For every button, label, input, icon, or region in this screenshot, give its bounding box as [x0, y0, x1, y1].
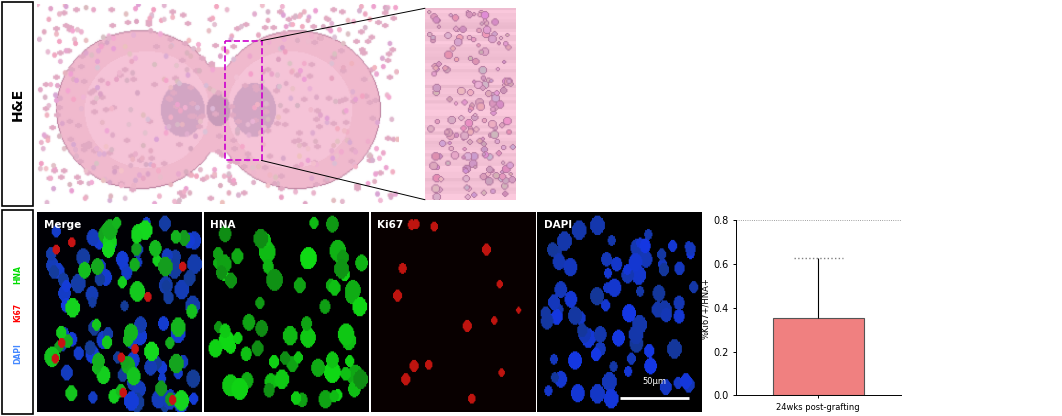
Text: DAPI: DAPI — [544, 220, 572, 230]
Text: H&E: H&E — [11, 87, 24, 121]
Bar — [773, 318, 863, 395]
Y-axis label: %Ki67+/HNA+: %Ki67+/HNA+ — [701, 277, 710, 339]
Text: Ki67: Ki67 — [13, 302, 22, 322]
Text: Ki67: Ki67 — [377, 220, 404, 230]
Text: HNA: HNA — [13, 265, 22, 284]
FancyBboxPatch shape — [2, 2, 33, 206]
Text: 50μm: 50μm — [643, 377, 666, 386]
Text: HNA: HNA — [210, 220, 236, 230]
Text: Merge: Merge — [44, 220, 81, 230]
Text: DAPI: DAPI — [13, 343, 22, 364]
Bar — [225, 41, 261, 161]
FancyBboxPatch shape — [2, 210, 33, 414]
